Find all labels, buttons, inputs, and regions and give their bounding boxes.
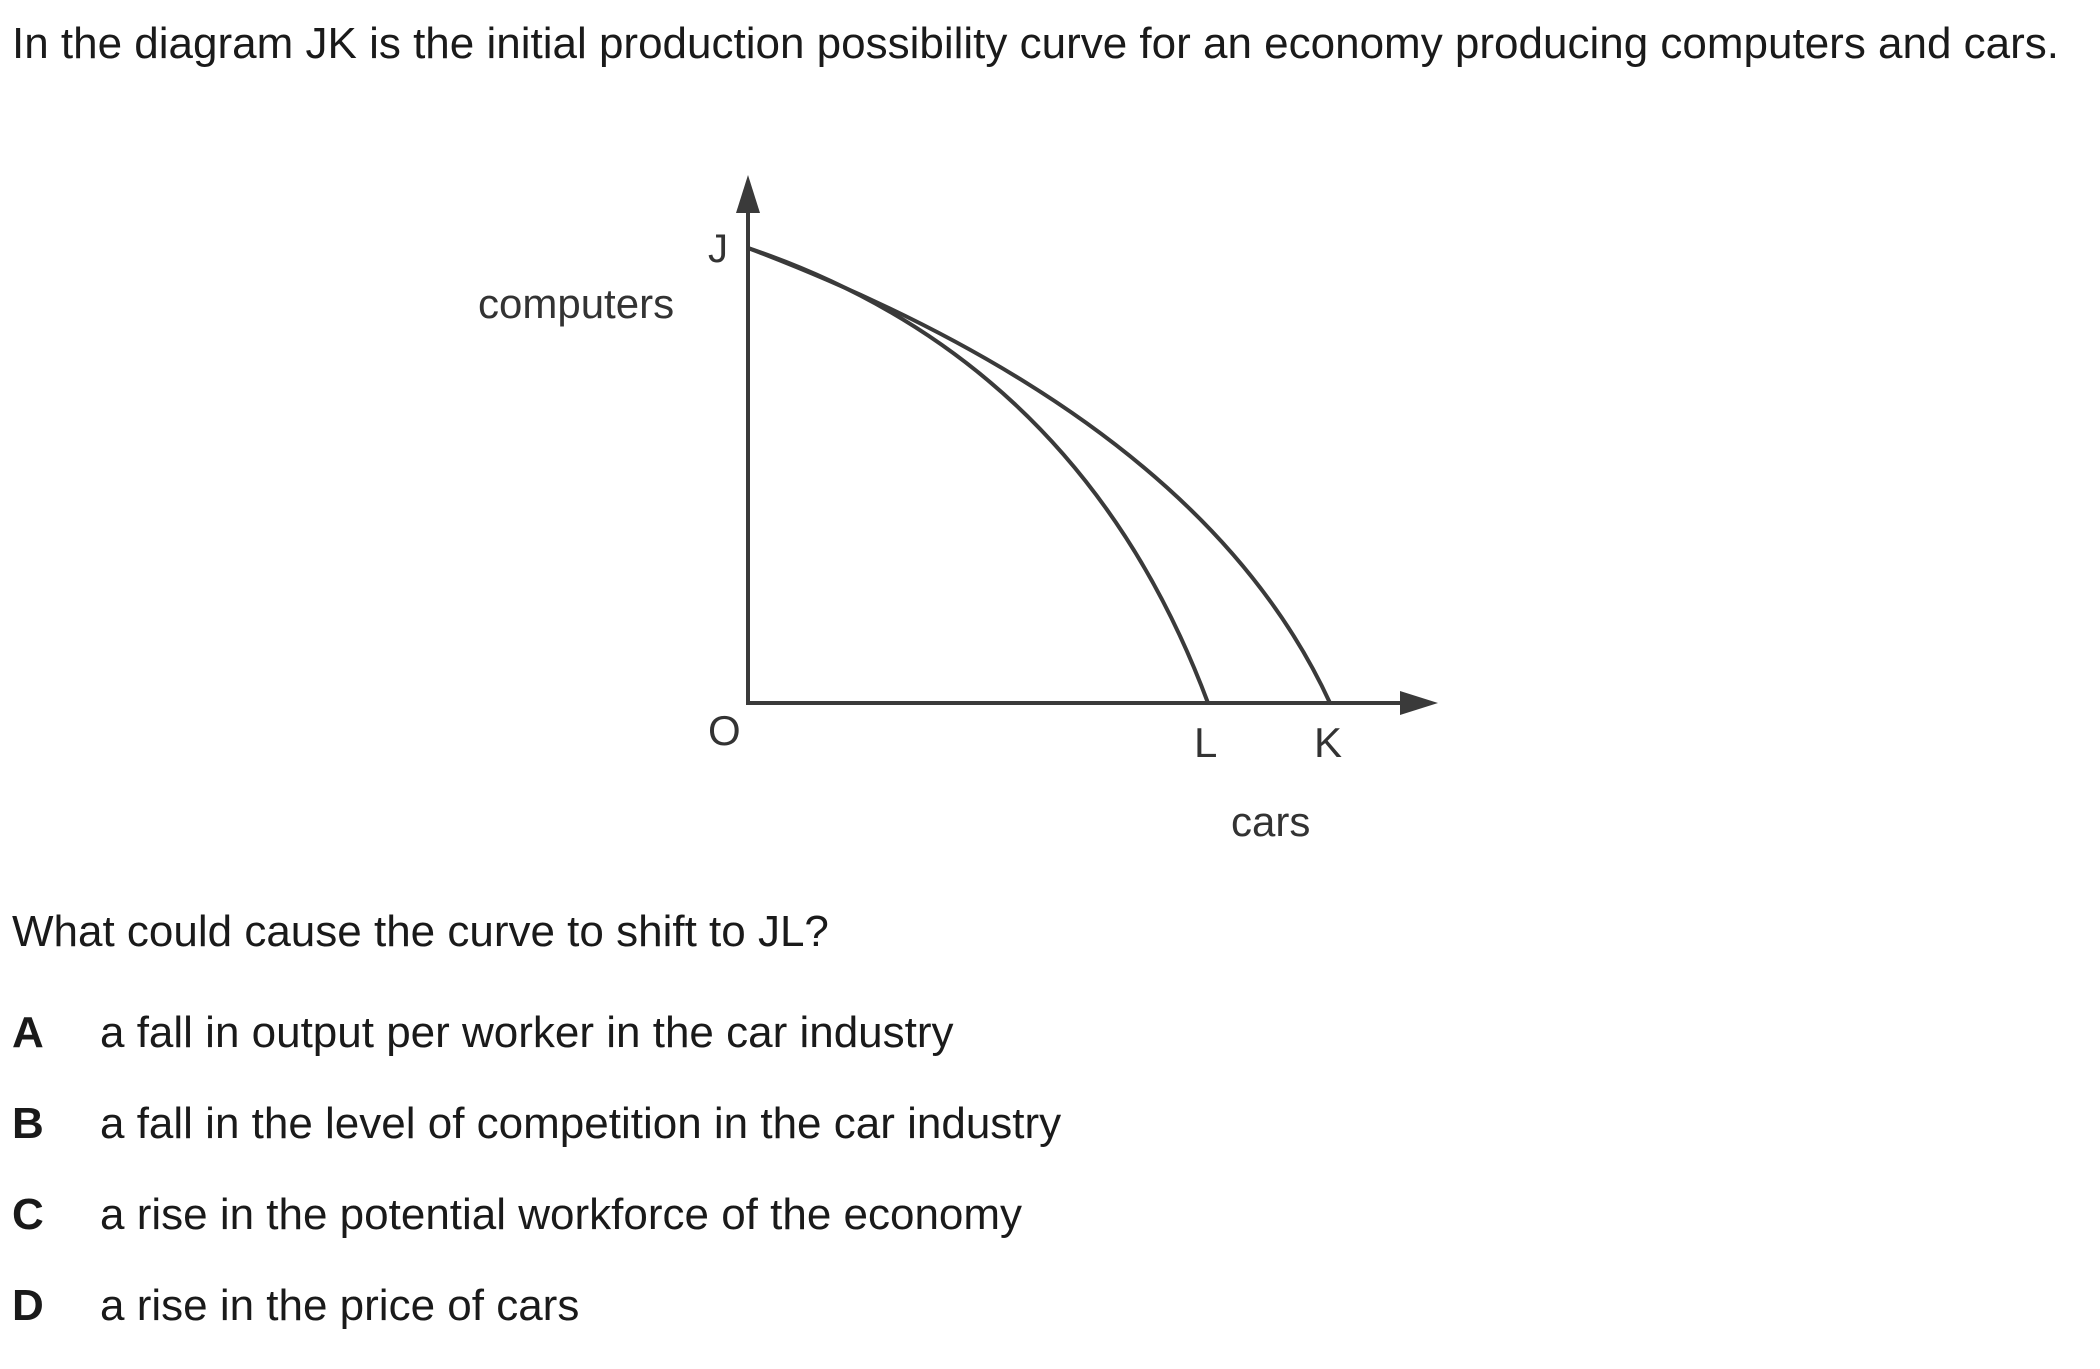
option-text: a fall in output per worker in the car i…: [100, 1008, 954, 1057]
option-a[interactable]: A a fall in output per worker in the car…: [12, 1005, 1061, 1096]
option-b[interactable]: B a fall in the level of competition in …: [12, 1096, 1061, 1187]
curve-jk: [747, 246, 1332, 704]
question-text: What could cause the curve to shift to J…: [12, 907, 829, 956]
y-axis-arrowhead: [736, 175, 760, 213]
point-l-label: L: [1194, 719, 1217, 766]
option-text: a fall in the level of competition in th…: [100, 1099, 1062, 1148]
answer-options: A a fall in output per worker in the car…: [12, 1005, 1061, 1369]
option-text: a rise in the price of cars: [100, 1281, 580, 1330]
point-k-label: K: [1314, 719, 1342, 766]
option-d[interactable]: D a rise in the price of cars: [12, 1278, 1061, 1369]
option-letter: B: [12, 1099, 44, 1148]
origin-label: O: [708, 707, 741, 754]
option-letter: A: [12, 1008, 44, 1057]
option-letter: D: [12, 1281, 44, 1330]
x-axis-arrowhead: [1400, 691, 1438, 715]
option-letter: C: [12, 1190, 44, 1239]
point-j-label: J: [708, 227, 728, 271]
curve-jl: [747, 246, 1210, 704]
ppc-diagram: J computers O L K cars: [478, 175, 1438, 845]
y-axis-label: computers: [478, 280, 674, 327]
option-c[interactable]: C a rise in the potential workforce of t…: [12, 1187, 1061, 1278]
x-axis-label: cars: [1231, 798, 1310, 845]
option-text: a rise in the potential workforce of the…: [100, 1190, 1023, 1239]
intro-text: In the diagram JK is the initial product…: [12, 19, 2060, 68]
